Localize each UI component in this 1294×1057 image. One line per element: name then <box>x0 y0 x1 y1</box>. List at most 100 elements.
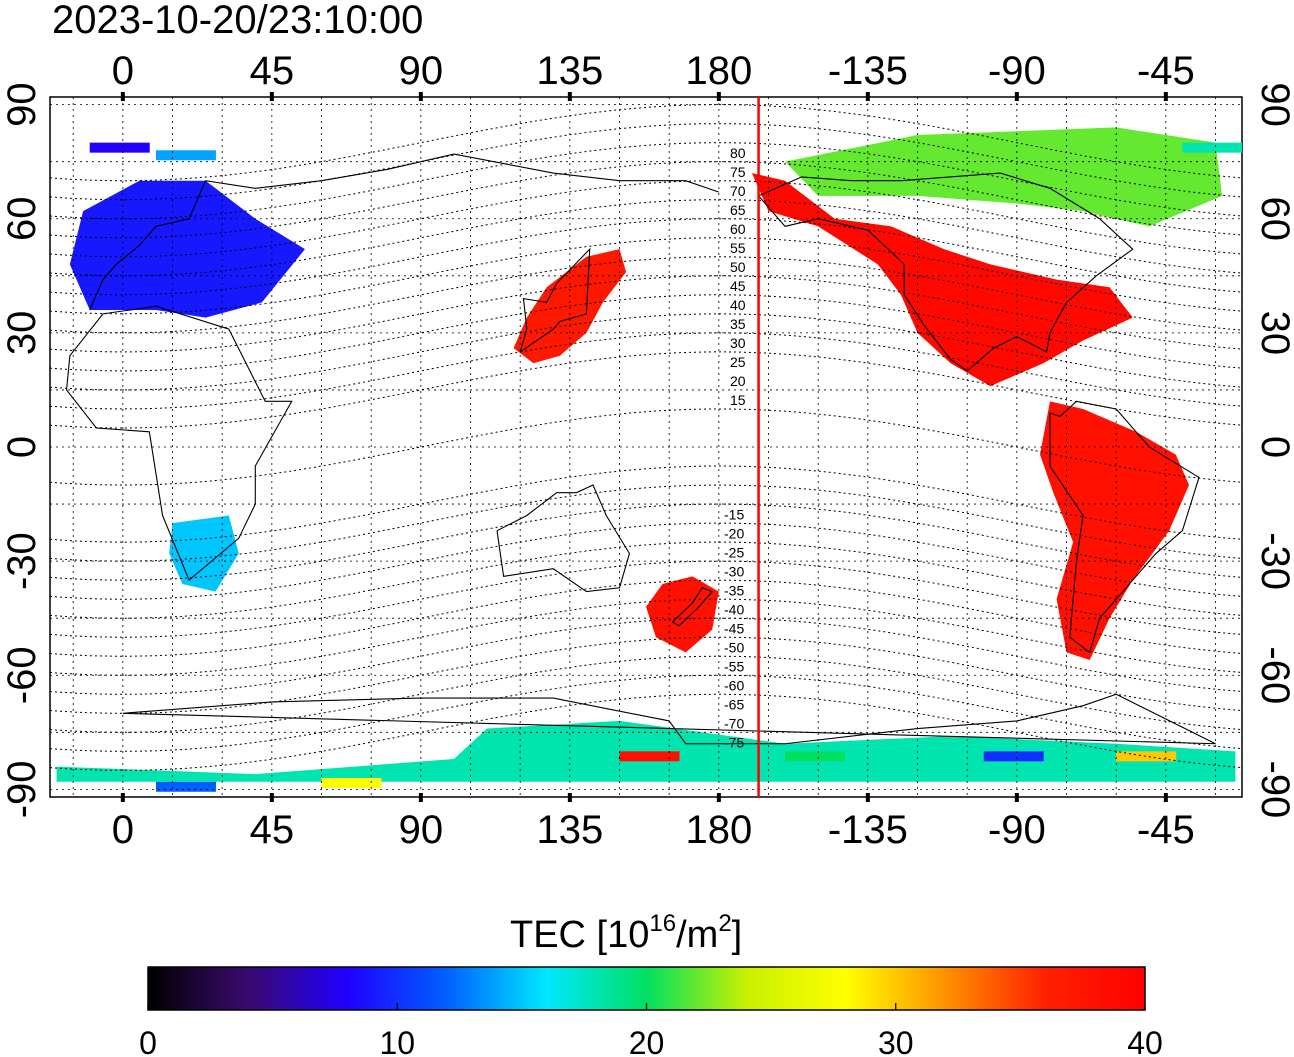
colorbar-ticks: 0 10 20 30 40 <box>139 1003 1163 1057</box>
tec-patch <box>321 777 382 788</box>
top-lon-tick: -135 <box>828 49 908 93</box>
colorbar-tick-label: 10 <box>379 1025 415 1057</box>
contour-label: 25 <box>730 354 746 370</box>
contour-label: -55 <box>724 659 744 675</box>
contour-label: -25 <box>724 544 744 560</box>
contour-label: -45 <box>724 620 744 636</box>
tec-patch <box>155 781 216 792</box>
tec-region-southern-africa <box>169 515 239 592</box>
frame-tick-marks <box>120 92 1168 802</box>
coastline-segment <box>89 153 720 311</box>
bottom-lon-tick: 180 <box>685 808 752 852</box>
contour-line <box>50 579 1242 657</box>
bottom-lon-tick: 90 <box>399 808 444 852</box>
right-lat-tick: 60 <box>1253 196 1294 241</box>
bottom-lon-tick: 0 <box>112 808 134 852</box>
contour-label: 20 <box>730 373 746 389</box>
coastline-segment <box>519 247 591 353</box>
contour-line <box>50 674 1242 752</box>
contour-label: -70 <box>724 716 744 732</box>
top-lon-tick: -45 <box>1137 49 1195 93</box>
contour-label: 50 <box>730 259 746 275</box>
tec-patch <box>155 150 216 161</box>
colorbar-tick-label: 0 <box>139 1025 157 1057</box>
contour-label: 30 <box>730 335 746 351</box>
right-lat-tick: 90 <box>1253 82 1294 127</box>
top-lon-tick: -90 <box>988 49 1046 93</box>
contour-line <box>50 104 1242 182</box>
top-longitude-axis: 0 45 90 135 180 -135 -90 -45 <box>112 49 1195 93</box>
coastline-segment <box>66 305 293 582</box>
top-lon-tick: 135 <box>536 49 603 93</box>
contour-line <box>50 237 1242 315</box>
contour-label: 15 <box>730 392 746 408</box>
contour-line <box>50 484 1242 562</box>
contour-line <box>50 161 1242 239</box>
contour-label: 40 <box>730 297 746 313</box>
tec-region-antarctica <box>56 720 1236 782</box>
colorbar-tick-label: 30 <box>878 1025 914 1057</box>
bottom-lon-tick: -90 <box>988 808 1046 852</box>
tec-region-new-zealand <box>646 576 719 653</box>
geomagnetic-contours <box>50 104 1242 771</box>
contour-line <box>50 693 1242 771</box>
contour-line <box>50 313 1242 391</box>
bottom-lon-tick: 45 <box>250 808 295 852</box>
contour-label: 65 <box>730 202 746 218</box>
contour-label: 60 <box>730 221 746 237</box>
top-lon-tick: 0 <box>112 49 134 93</box>
bottom-lon-tick: 135 <box>536 808 603 852</box>
contour-line <box>50 123 1242 201</box>
left-lat-tick: 30 <box>0 311 44 356</box>
right-lat-tick: 30 <box>1253 311 1294 356</box>
contour-line <box>50 180 1242 258</box>
tec-patch <box>619 751 680 762</box>
tec-color-layer <box>56 127 1242 792</box>
colorbar-title: TEC [1016/m2] <box>510 910 742 956</box>
tec-patch <box>1182 142 1242 153</box>
left-lat-tick: -60 <box>0 646 44 704</box>
bottom-lon-tick: -135 <box>828 808 908 852</box>
contour-line <box>50 541 1242 619</box>
right-lat-tick: -90 <box>1253 760 1294 818</box>
colorbar-tick-label: 20 <box>629 1025 665 1057</box>
tec-region-europe <box>69 180 305 318</box>
contour-line <box>50 275 1242 353</box>
left-lat-tick: 60 <box>0 196 44 241</box>
contour-line <box>50 142 1242 220</box>
contour-label: -20 <box>724 525 744 541</box>
contour-label: -75 <box>724 735 744 751</box>
coastline-segment <box>758 172 1134 372</box>
contour-label: 55 <box>730 240 746 256</box>
contour-line <box>50 351 1242 429</box>
contour-labels: 80 75 70 65 60 55 50 45 40 35 30 25 20 15 -15 -20 -25 -30… <box>724 145 746 751</box>
tec-region-canada-arctic <box>785 127 1223 227</box>
left-lat-tick: -90 <box>0 760 44 818</box>
contour-line <box>50 560 1242 638</box>
bottom-lon-tick: -45 <box>1137 808 1195 852</box>
contour-label: 75 <box>730 164 746 180</box>
timestamp-title: 2023-10-20/23:10:00 <box>52 0 423 42</box>
contour-label: 70 <box>730 183 746 199</box>
contour-line <box>50 598 1242 676</box>
contour-label: -50 <box>724 639 744 655</box>
contour-label: -40 <box>724 601 744 617</box>
right-latitude-axis: 90 60 30 0 -30 -60 -90 <box>1253 82 1294 818</box>
left-lat-tick: 90 <box>0 82 44 127</box>
contour-line <box>50 636 1242 714</box>
tec-region-north-america <box>751 173 1133 387</box>
contour-line <box>50 218 1242 296</box>
contour-line <box>50 294 1242 372</box>
top-lon-tick: 180 <box>685 49 752 93</box>
contour-label: 45 <box>730 278 746 294</box>
tec-patch <box>785 751 846 762</box>
coastlines <box>66 153 1216 745</box>
coastline-segment <box>122 693 1216 745</box>
left-latitude-axis: 90 60 30 0 -30 -60 -90 <box>0 82 44 818</box>
contour-line <box>50 332 1242 410</box>
contour-label: -35 <box>724 582 744 598</box>
tec-patch <box>1116 751 1177 762</box>
contour-line <box>50 503 1242 581</box>
coastline-segment <box>672 587 714 627</box>
